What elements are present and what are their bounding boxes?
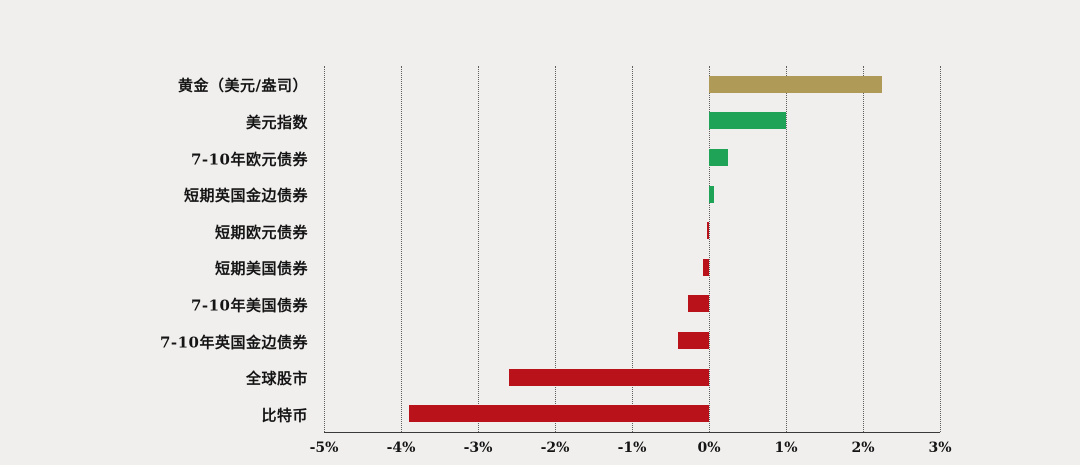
bar [709,75,883,93]
bar [508,368,709,386]
category-label: 美元指数 [245,113,308,132]
x-tick-label: 3% [928,440,952,456]
gridline [632,66,633,432]
category-label: 比特币 [261,406,308,425]
category-label: 黄金（美元/盎司） [178,76,308,95]
gridline [478,66,479,432]
category-label: 短期欧元债券 [214,223,308,242]
gridline [555,66,556,432]
bar [709,149,729,166]
bar [408,405,709,423]
bar [702,258,709,276]
category-labels: 黄金（美元/盎司） 美元指数 7-10年欧元债券短期英国金边债券短期欧元债券 短期美国… [0,66,308,432]
x-tick-label: -1% [617,440,647,456]
gridline [863,66,864,432]
gridline [401,66,402,432]
gridline [940,66,941,432]
x-tick-label: 1% [774,440,798,456]
x-tick-label: -4% [386,440,416,456]
gridline [324,66,325,432]
x-tick-label: 0% [697,440,721,456]
category-label: 7-10年欧元债券 [190,150,308,168]
bar [706,222,709,240]
x-axis-ticks: -5% -4% -3% -2% -1% 0% 1% 2% 3% [310,433,952,459]
x-tick-label: 2% [851,440,875,456]
gridline [709,66,710,432]
gridline [786,66,787,432]
x-tick-label: -3% [463,440,493,456]
category-label: 7-10年美国债券 [190,296,308,315]
x-tick-label: -2% [540,440,570,456]
category-label: 短期英国金边债券 [183,186,308,205]
category-label: 全球股市 [245,369,308,388]
bar [678,332,709,349]
bar [688,295,709,313]
plot-area [324,66,941,433]
category-label: 短期美国债券 [214,259,308,278]
category-label: 7-10年英国金边债券 [159,333,308,351]
x-tick-label: -5% [309,440,339,456]
bar [709,185,715,203]
bar [709,112,786,130]
